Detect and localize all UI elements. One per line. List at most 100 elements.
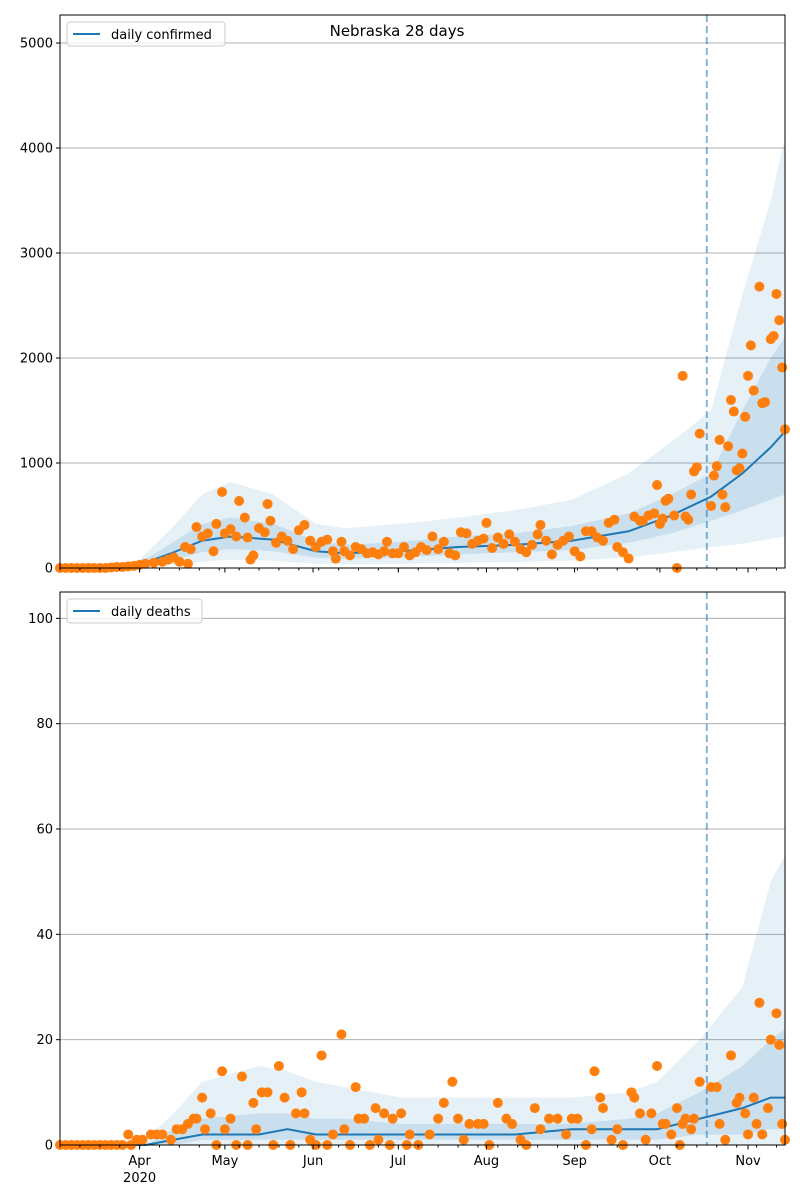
- x-tick-label: Jul: [389, 1154, 406, 1169]
- data-point: [777, 362, 788, 373]
- data-point: [686, 1124, 697, 1135]
- data-point: [529, 1103, 540, 1114]
- data-point: [734, 1092, 745, 1103]
- data-point: [720, 1134, 731, 1145]
- x-tick-label: Apr: [128, 1154, 151, 1169]
- band-90pct: [60, 855, 785, 1145]
- data-point: [336, 536, 347, 547]
- data-point: [433, 1113, 444, 1124]
- data-point: [251, 1124, 262, 1135]
- data-point: [745, 340, 756, 351]
- legend-box: [66, 21, 226, 47]
- data-point: [612, 1124, 623, 1135]
- data-point: [273, 1061, 284, 1071]
- data-point: [225, 524, 236, 535]
- data-point: [504, 529, 515, 540]
- data-point: [322, 534, 333, 545]
- data-point: [740, 1108, 751, 1119]
- data-point: [740, 411, 751, 422]
- data-point: [649, 508, 660, 519]
- y-tick-label: 100: [28, 612, 53, 627]
- data-point: [279, 1092, 290, 1103]
- data-point: [725, 395, 736, 406]
- data-point: [492, 1097, 503, 1108]
- data-point: [606, 1134, 617, 1145]
- data-point: [743, 1129, 754, 1140]
- data-point: [379, 546, 390, 557]
- data-point: [572, 1113, 583, 1124]
- data-point: [586, 1124, 597, 1135]
- data-point: [345, 550, 355, 561]
- data-point: [234, 496, 245, 507]
- data-point: [629, 1092, 640, 1103]
- data-point: [438, 536, 449, 547]
- data-point: [379, 1108, 390, 1119]
- data-point: [728, 406, 739, 417]
- data-point: [720, 502, 731, 513]
- confirmed-panel: 0 1000 2000 3000 4000 5000 daily confirmed: [20, 14, 790, 577]
- data-point: [330, 553, 341, 564]
- data-point: [657, 513, 668, 524]
- data-point: [532, 529, 543, 540]
- data-point: [723, 441, 734, 452]
- data-point: [711, 1082, 722, 1093]
- data-point: [771, 1008, 782, 1019]
- data-point: [598, 535, 609, 546]
- chart-title: Nebraska 28 days: [330, 22, 465, 40]
- y-tick-label: 0: [45, 562, 53, 577]
- data-point: [561, 1129, 572, 1140]
- data-point: [526, 539, 537, 550]
- data-point: [598, 1103, 609, 1114]
- data-point: [157, 1129, 168, 1140]
- data-point: [259, 527, 270, 538]
- legend: daily confirmed: [66, 21, 226, 47]
- data-point: [165, 1134, 176, 1145]
- data-point: [282, 535, 293, 546]
- data-point: [208, 546, 219, 557]
- data-point: [461, 528, 472, 539]
- data-point: [350, 1082, 361, 1093]
- data-point: [757, 1129, 768, 1140]
- data-point: [421, 545, 432, 556]
- data-point: [563, 531, 574, 542]
- data-point: [123, 1129, 134, 1140]
- data-point: [748, 1092, 759, 1103]
- data-point: [734, 463, 745, 474]
- data-point: [706, 501, 717, 512]
- data-point: [219, 1124, 230, 1135]
- data-point: [399, 542, 410, 553]
- band-90pct: [60, 137, 785, 568]
- data-point: [450, 550, 461, 561]
- data-point: [774, 1039, 785, 1050]
- data-point: [507, 1118, 518, 1129]
- data-point: [768, 330, 779, 341]
- x-tick-label: May: [211, 1154, 238, 1169]
- data-point: [683, 514, 694, 525]
- data-point: [541, 535, 552, 546]
- data-point: [370, 1103, 381, 1114]
- data-point: [652, 1061, 663, 1071]
- data-point: [544, 1113, 555, 1124]
- axes-frame: [59, 591, 786, 1146]
- data-point: [680, 1113, 691, 1124]
- data-point: [595, 1092, 606, 1103]
- data-point: [242, 532, 253, 543]
- data-point: [609, 514, 620, 525]
- data-point: [185, 544, 196, 555]
- data-point: [424, 1129, 435, 1140]
- data-point: [478, 533, 489, 544]
- data-point: [191, 522, 202, 533]
- data-point: [447, 1076, 458, 1087]
- data-point: [296, 1087, 307, 1098]
- data-point: [205, 1108, 216, 1119]
- data-point: [288, 544, 299, 555]
- data-point: [217, 486, 228, 497]
- y-tick-label: 60: [36, 823, 53, 838]
- data-point: [464, 1118, 475, 1129]
- data-point: [231, 531, 242, 542]
- data-point: [290, 1108, 301, 1119]
- data-point: [686, 489, 697, 500]
- data-point: [708, 470, 719, 481]
- data-point: [339, 1124, 350, 1135]
